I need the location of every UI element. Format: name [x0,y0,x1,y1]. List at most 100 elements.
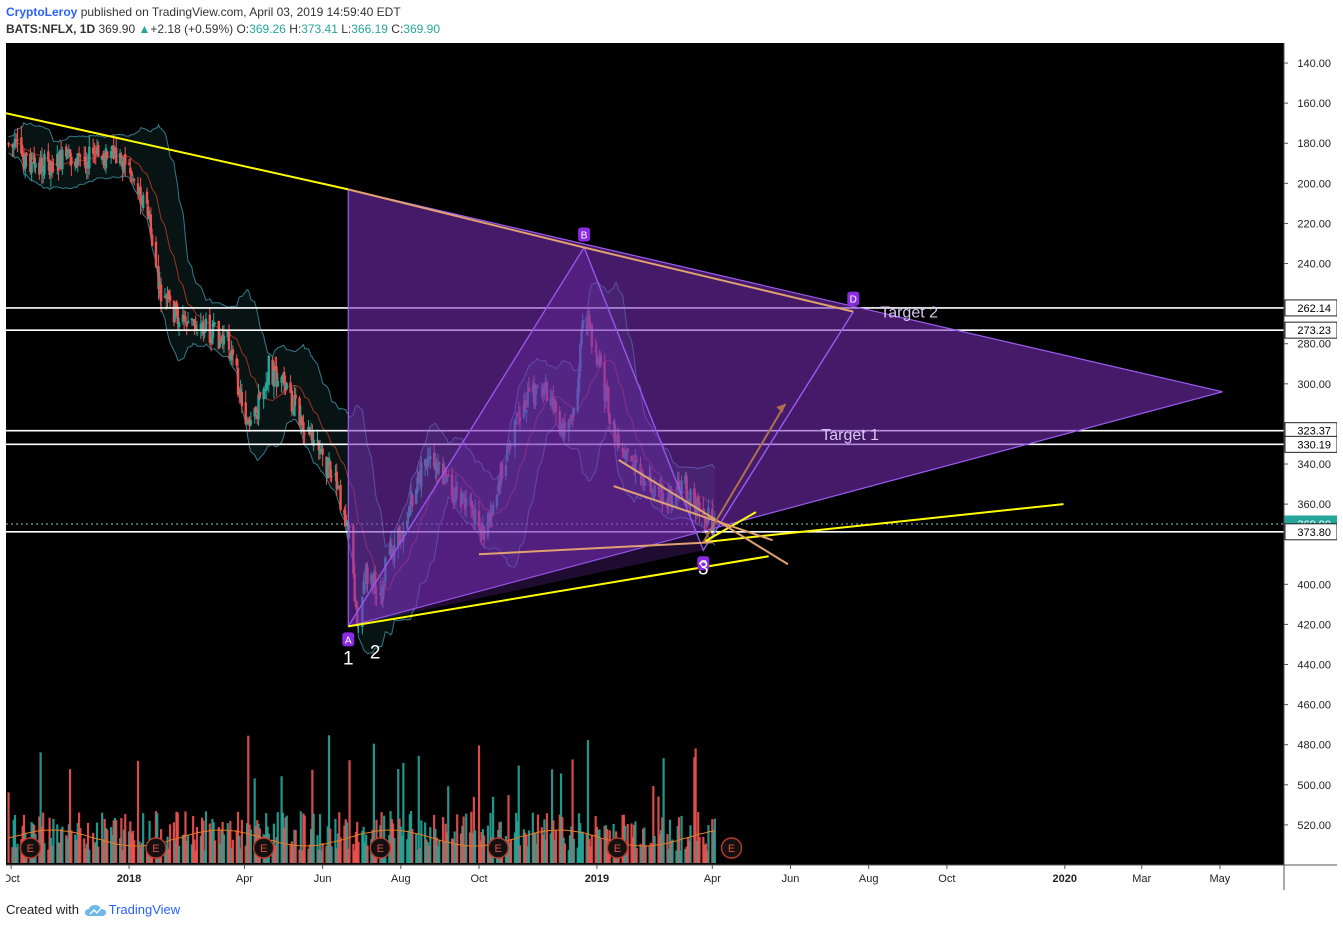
volume-bar [110,827,113,863]
volume-bar [516,821,519,863]
volume-bar [131,830,135,863]
price-chart[interactable]: E E E E E E E A B C D 1 2 3 Target 2 Target 1 140.00 16… [3,43,1338,890]
candle [190,318,194,321]
volume-bar [445,832,449,863]
volume-bar [321,843,324,863]
low-value: 366.19 [351,22,388,36]
volume-bar [106,829,109,863]
volume-bar [39,752,42,863]
volume-bar [648,845,651,863]
close-label: C: [391,22,404,36]
footer: Created with TradingView [6,902,180,917]
target-annotation: Target 2 [880,305,938,322]
volume-bar [688,840,691,863]
volume-bar [84,848,87,863]
author-name[interactable]: CryptoLeroy [6,5,78,19]
volume-bar [399,826,402,863]
volume-bar [474,830,477,863]
volume-bar [561,817,564,863]
volume-bar [303,815,306,863]
volume-bar [40,826,43,863]
candle [240,392,244,407]
candle [93,153,96,155]
volume-bar [427,845,431,863]
volume-bar [406,839,409,863]
pattern-point-badge [342,632,355,647]
volume-bar [311,769,314,863]
candle [127,162,131,165]
volume-bar [203,850,206,863]
candle [58,150,62,168]
volume-bar [343,825,346,863]
volume-bar [666,834,669,863]
volume-bar [685,846,688,863]
last-price: 369.90 [98,22,136,36]
candle [185,323,188,327]
volume-bar [154,811,158,863]
tradingview-link[interactable]: TradingView [108,902,181,917]
level-price-label: 273.23 [1284,321,1338,339]
candle [109,150,113,158]
volume-bar [345,822,349,863]
earnings-marker-icon: E [369,837,391,859]
bollinger-band-fill [8,122,715,654]
volume-bar [559,773,563,863]
volume-bar [454,843,458,863]
candle [43,153,46,175]
volume-bar [353,850,356,863]
volume-bar [438,839,441,863]
volume-bar [133,840,136,863]
volume-bar [562,837,565,863]
projection-arrow-head-icon [776,403,786,413]
candle [165,296,168,299]
volume-bar [145,848,149,863]
volume-bar [417,755,420,863]
volume-bar [240,819,243,863]
volume-bar [220,829,223,863]
volume-bar [635,848,638,863]
volume-bar [184,811,187,863]
y-tick-label: 500.00 [1297,780,1331,792]
volume-bar [479,840,482,863]
volume-bar [222,834,226,863]
lower-trendline [703,503,1064,544]
y-tick-label: 200.00 [1297,178,1331,190]
volume-bar [588,838,591,863]
volume-bar [365,834,368,863]
earnings-marker-icon: E [606,837,629,859]
volume-bar [65,835,68,863]
volume-bar [276,812,279,863]
volume-bar [625,847,628,863]
symbol-label: BATS:NFLX, 1D [6,22,96,36]
open-value: 369.26 [249,22,286,36]
volume-bar [676,825,679,863]
volume-bar [598,829,601,863]
wedge-line [618,459,789,566]
volume-bar [540,827,543,863]
volume-bar [12,819,15,863]
earnings-letter: E [614,843,621,855]
volume-bar [590,834,593,863]
volume-bar [640,846,643,863]
volume-bar [318,814,322,863]
volume-bar [102,839,105,863]
volume-bar [112,820,115,863]
volume-bar [643,827,646,863]
candle [13,138,17,147]
x-tick-label: Jun [314,873,332,885]
volume-bar [450,838,454,863]
volume-bar [142,813,145,863]
candle [275,366,278,387]
candle [211,330,214,344]
candle [230,350,233,361]
volume-bar [603,825,606,863]
close-value: 369.90 [403,22,440,36]
chart-frame[interactable]: E E E E E E E A B C D 1 2 3 Target 2 Target 1 140.00 16… [3,43,1338,890]
candle [199,323,203,331]
candle [38,162,41,175]
candle [31,158,35,160]
candle [280,376,283,383]
wave-label: 2 [370,642,381,663]
volume-bar [101,812,104,863]
